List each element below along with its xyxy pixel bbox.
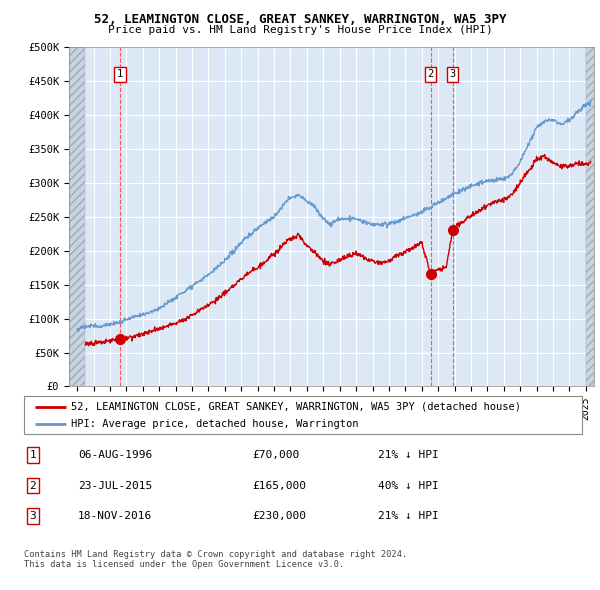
Text: 1: 1 [29, 450, 37, 460]
Text: Contains HM Land Registry data © Crown copyright and database right 2024.
This d: Contains HM Land Registry data © Crown c… [24, 550, 407, 569]
Text: HPI: Average price, detached house, Warrington: HPI: Average price, detached house, Warr… [71, 419, 359, 428]
Text: 52, LEAMINGTON CLOSE, GREAT SANKEY, WARRINGTON, WA5 3PY: 52, LEAMINGTON CLOSE, GREAT SANKEY, WARR… [94, 13, 506, 26]
Text: 21% ↓ HPI: 21% ↓ HPI [378, 450, 439, 460]
Text: 21% ↓ HPI: 21% ↓ HPI [378, 512, 439, 521]
Text: 3: 3 [29, 512, 37, 521]
Text: 18-NOV-2016: 18-NOV-2016 [78, 512, 152, 521]
Text: 52, LEAMINGTON CLOSE, GREAT SANKEY, WARRINGTON, WA5 3PY (detached house): 52, LEAMINGTON CLOSE, GREAT SANKEY, WARR… [71, 402, 521, 411]
Text: £230,000: £230,000 [252, 512, 306, 521]
Text: 40% ↓ HPI: 40% ↓ HPI [378, 481, 439, 490]
Text: 2: 2 [29, 481, 37, 490]
Text: Price paid vs. HM Land Registry's House Price Index (HPI): Price paid vs. HM Land Registry's House … [107, 25, 493, 35]
FancyBboxPatch shape [24, 396, 582, 434]
Text: 06-AUG-1996: 06-AUG-1996 [78, 450, 152, 460]
Text: £165,000: £165,000 [252, 481, 306, 490]
Text: £70,000: £70,000 [252, 450, 299, 460]
Text: 23-JUL-2015: 23-JUL-2015 [78, 481, 152, 490]
Text: 3: 3 [449, 70, 456, 79]
Text: 2: 2 [428, 70, 434, 79]
Text: 1: 1 [117, 70, 123, 79]
